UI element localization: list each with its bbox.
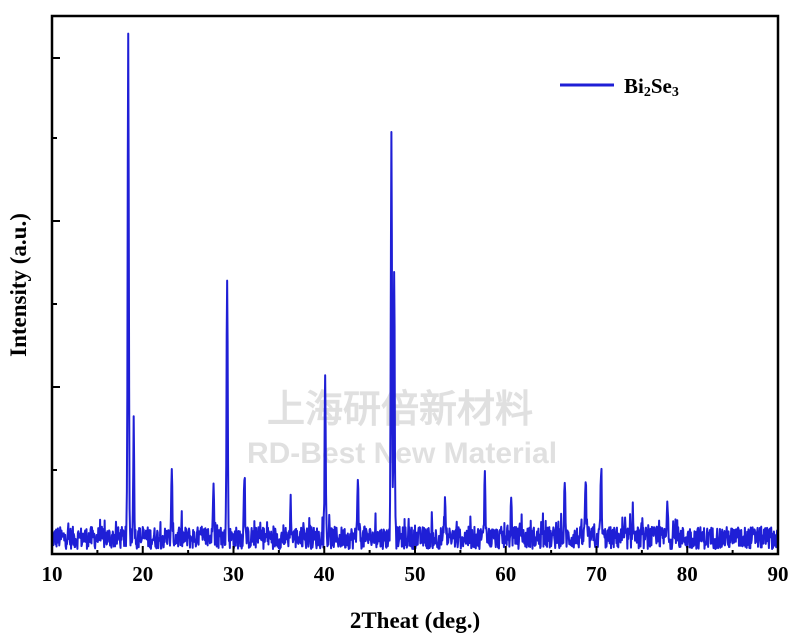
series-line-bi2se3 (51, 32, 779, 550)
x-tick-label: 20 (132, 562, 153, 586)
x-tick-label: 70 (586, 562, 607, 586)
x-tick-label: 60 (495, 562, 516, 586)
x-tick-label: 80 (677, 562, 698, 586)
y-axis-title: Intensity (a.u.) (6, 213, 31, 357)
x-axis-title: 2Theat (deg.) (350, 608, 480, 633)
watermark-english: RD-Best New Material (247, 437, 557, 470)
legend-label-bi: Bi (624, 74, 644, 98)
watermark: 上海研倍新材料 RD-Best New Material (247, 387, 557, 470)
x-tick-label: 50 (405, 562, 426, 586)
legend-label: Bi2Se3 (624, 74, 679, 100)
x-tick-label: 30 (223, 562, 244, 586)
legend-label-se: Se (651, 74, 672, 98)
x-tick-label: 90 (768, 562, 789, 586)
series-layer (51, 32, 779, 550)
watermark-chinese: 上海研倍新材料 (267, 387, 533, 431)
x-tick-label: 40 (314, 562, 335, 586)
legend-label-sub2: 3 (672, 85, 679, 100)
legend-label-sub1: 2 (644, 85, 651, 100)
legend: Bi2Se3 (560, 74, 679, 100)
x-tick-label: 10 (42, 562, 63, 586)
ticks-layer: 10 20 30 40 50 60 70 80 90 (42, 57, 789, 586)
